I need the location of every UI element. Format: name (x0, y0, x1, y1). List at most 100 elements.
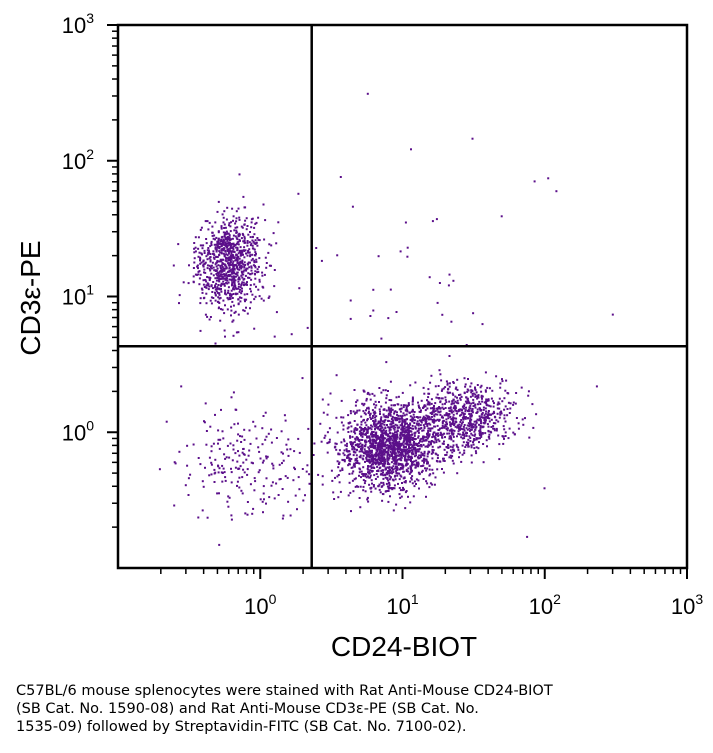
event-dot (349, 299, 352, 302)
event-dot (379, 427, 382, 430)
event-dot (464, 400, 467, 403)
event-dot (423, 454, 426, 457)
event-dot (404, 431, 406, 434)
event-dot (224, 267, 226, 270)
event-dot (219, 319, 222, 322)
event-dot (246, 293, 249, 296)
event-dot (394, 454, 397, 457)
event-dot (222, 221, 225, 224)
event-dot (384, 441, 387, 444)
event-dot (451, 392, 454, 395)
event-dot (448, 382, 451, 385)
event-dot (426, 434, 429, 437)
event-dot (426, 407, 429, 410)
event-dot (499, 382, 502, 385)
event-dot (319, 422, 322, 425)
event-dot (215, 243, 218, 246)
event-dot (296, 508, 298, 511)
event-dot (458, 433, 461, 436)
event-dot (221, 430, 224, 433)
event-dot (373, 425, 376, 428)
event-dot (498, 458, 501, 461)
event-dot (236, 267, 239, 270)
event-dot (461, 409, 463, 412)
event-dot (353, 465, 356, 468)
event-dot (410, 477, 413, 479)
event-dot (430, 398, 433, 401)
event-dot (207, 276, 210, 279)
event-dot (460, 422, 463, 425)
event-dot (403, 434, 406, 437)
event-dot (209, 299, 212, 302)
event-dot (352, 490, 355, 493)
event-dot (504, 435, 507, 437)
event-dot (393, 451, 396, 454)
event-dot (429, 473, 432, 476)
caption-line: (SB Cat. No. 1590-08) and Rat Anti-Mouse… (16, 701, 479, 717)
event-dot (480, 409, 482, 412)
event-dot (524, 417, 526, 420)
event-dot (400, 459, 403, 462)
event-dot (235, 331, 238, 334)
event-dot (427, 451, 430, 454)
event-dot (216, 240, 219, 243)
event-dot (449, 391, 451, 394)
event-dot (377, 255, 380, 258)
event-dot (227, 270, 230, 273)
event-dot (392, 487, 395, 489)
event-dot (345, 445, 348, 448)
event-dot (365, 458, 368, 461)
event-dot (442, 443, 445, 445)
event-dot (462, 441, 465, 444)
event-dot (203, 271, 205, 274)
event-dot (342, 416, 345, 419)
event-dot (497, 434, 500, 437)
event-dot (407, 432, 410, 434)
event-dot (228, 270, 231, 272)
event-dot (399, 424, 402, 427)
event-dot (281, 488, 284, 490)
event-dot (211, 261, 214, 264)
event-dot (395, 472, 398, 474)
event-dot (208, 285, 211, 288)
event-dot (212, 237, 215, 240)
event-dot (478, 441, 480, 444)
event-dot (354, 459, 357, 462)
event-dot (428, 401, 431, 404)
event-dot (401, 424, 404, 427)
event-dot (256, 244, 259, 247)
event-dot (342, 438, 345, 441)
event-dot (463, 429, 466, 432)
event-dot (343, 458, 346, 461)
event-dot (222, 231, 225, 234)
event-dot (396, 429, 399, 432)
event-dot (393, 462, 396, 465)
event-dot (217, 438, 220, 441)
event-dot (403, 448, 406, 451)
event-dot (446, 382, 449, 385)
event-dot (341, 467, 344, 470)
event-dot (251, 239, 254, 242)
event-dot (329, 392, 332, 395)
event-dot (347, 453, 350, 456)
event-dot (361, 439, 364, 441)
event-dot (477, 447, 480, 450)
event-dot (248, 429, 251, 432)
event-dot (218, 292, 221, 295)
event-dot (209, 245, 212, 248)
event-dot (377, 454, 380, 457)
event-dot (483, 401, 486, 404)
event-dot (394, 436, 397, 439)
event-dot (457, 424, 460, 427)
event-dot (409, 458, 412, 461)
event-dot (409, 419, 412, 422)
event-dot (328, 438, 331, 441)
event-dot (490, 413, 492, 416)
event-dot (409, 501, 412, 504)
event-dot (373, 413, 376, 416)
event-dot (463, 403, 466, 406)
event-dot (430, 374, 433, 377)
event-dot (298, 488, 301, 491)
event-dot (463, 417, 466, 420)
event-dot (218, 274, 221, 277)
